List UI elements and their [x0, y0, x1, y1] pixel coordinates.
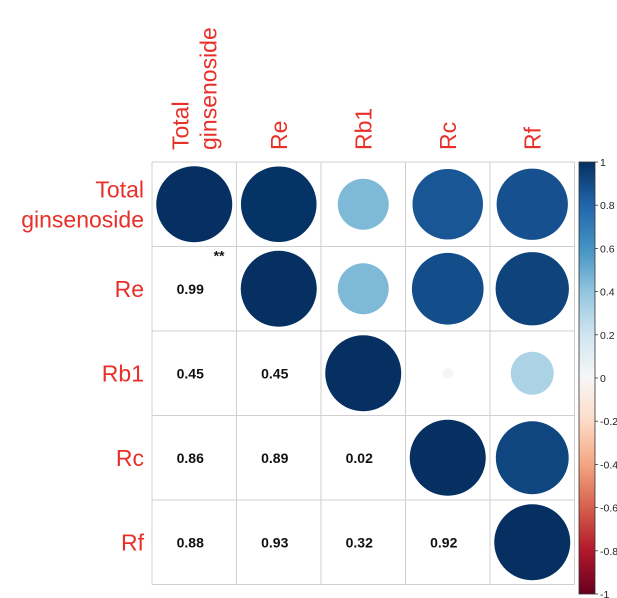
circle-rf-rf — [494, 504, 571, 581]
colorbar-tick-label: 0.6 — [600, 243, 615, 255]
colorbar-tick-label: 0.8 — [600, 200, 615, 212]
colorbar: 1 0.8 0.6 0.4 0.2 0 -0.2 -0.4 -0.6 -0.8 -1 — [578, 157, 617, 598]
value-rf-rc: 0.92 — [430, 534, 457, 550]
row-label-rb1: Rb1 — [102, 360, 144, 386]
circle-rb1-rf — [510, 351, 554, 395]
colorbar-tick-label: 0 — [600, 373, 606, 385]
value-rb1-re: 0.45 — [261, 365, 288, 381]
circle-total-ginsenoside-rf — [496, 168, 568, 240]
circle-re-rc — [411, 252, 484, 325]
row-label-re: Re — [115, 276, 144, 302]
circle-rc-rf — [495, 421, 569, 495]
colorbar-tick-label: -1 — [600, 589, 609, 598]
colorbar-tick-label: -0.4 — [600, 459, 617, 471]
matrix-grid — [151, 161, 575, 585]
value-rc-total-ginsenoside: 0.86 — [177, 450, 204, 466]
row-label-rf: Rf — [121, 529, 145, 555]
colorbar-tick-label: -0.8 — [600, 546, 617, 558]
circle-total-ginsenoside-rb1 — [337, 178, 389, 230]
col-label-re: Re — [266, 121, 292, 150]
colorbar-tick-label: -0.2 — [600, 416, 617, 428]
circle-total-ginsenoside-total-ginsenoside — [156, 166, 233, 243]
col-label-rc: Rc — [435, 122, 461, 150]
circle-rb1-rc — [442, 367, 454, 379]
colorbar-tick-label: 0.2 — [600, 330, 615, 342]
circle-re-rf — [495, 252, 569, 326]
circle-re-re — [240, 250, 317, 327]
circle-total-ginsenoside-rc — [412, 169, 483, 240]
colorbar-tick-label: 0.4 — [600, 287, 615, 299]
value-rc-rb1: 0.02 — [346, 450, 373, 466]
colorbar-tick-label: 1 — [600, 157, 606, 169]
col-label-rf: Rf — [519, 126, 545, 150]
correlation-glyphs — [156, 166, 571, 581]
col-label-total-ginsenoside: Totalginsenoside — [167, 27, 221, 150]
circle-re-rb1 — [337, 263, 389, 315]
row-label-total-ginsenoside: Total ginsenoside — [21, 176, 144, 232]
value-rf-re: 0.93 — [261, 534, 288, 550]
significance-marker: ** — [214, 248, 225, 264]
value-rf-total-ginsenoside: 0.88 — [177, 534, 204, 550]
column-labels: Totalginsenoside Re Rb1 Rc Rf — [167, 27, 545, 150]
colorbar-tick-label: -0.6 — [600, 503, 617, 515]
value-rc-re: 0.89 — [261, 450, 288, 466]
circle-total-ginsenoside-re — [240, 166, 317, 243]
row-label-rc: Rc — [116, 445, 144, 471]
row-labels: Total ginsenoside Re Rb1 Rc Rf — [21, 176, 144, 555]
circle-rc-rc — [409, 419, 486, 496]
col-label-rb1: Rb1 — [350, 108, 376, 150]
colorbar-gradient — [578, 161, 596, 595]
correlation-values: 0.99 0.45 0.45 0.86 0.89 0.02 0.88 0.93 0.32 0.92… — [177, 248, 458, 551]
value-rb1-total-ginsenoside: 0.45 — [177, 365, 204, 381]
value-rf-rb1: 0.32 — [346, 534, 373, 550]
circle-rb1-rb1 — [325, 335, 402, 412]
value-re-total-ginsenoside: 0.99 — [177, 281, 204, 297]
